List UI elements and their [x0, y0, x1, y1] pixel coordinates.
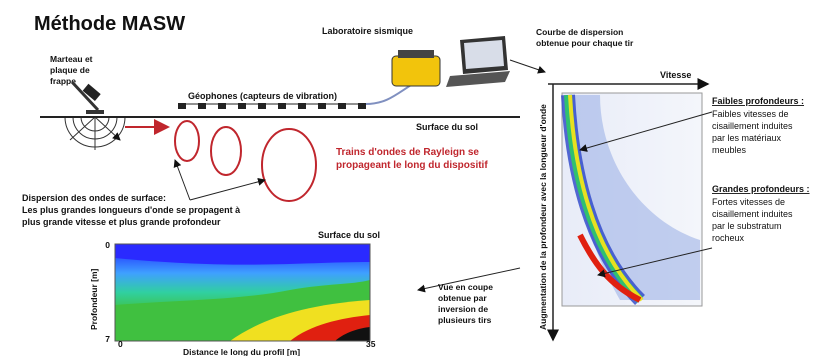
label-line: plusieurs tirs [438, 315, 492, 325]
rayleigh-waves [125, 121, 316, 201]
deep-note: Grandes profondeurs : Fortes vitesses de… [712, 184, 810, 243]
geophones-label: Géophones (capteurs de vibration) [188, 91, 337, 101]
x-tick-label: 35 [366, 339, 376, 349]
shallow-note: Faibles profondeurs : Faibles vitesses d… [712, 96, 804, 155]
section-image [115, 244, 370, 341]
dispersion-note: Dispersion des ondes de surface: Les plu… [22, 160, 265, 227]
title: Méthode MASW [34, 13, 185, 35]
note-line: rocheux [712, 233, 745, 243]
curve-label: obtenue pour chaque tir [536, 38, 634, 48]
y-tick-label: 0 [105, 240, 110, 250]
label-line: Vue en coupe [438, 282, 493, 292]
section-x-label: Distance le long du profil [m] [183, 347, 300, 356]
section-label: Vue en coupe obtenue par inversion de pl… [438, 282, 493, 325]
note-line: Fortes vitesses de [712, 197, 785, 207]
note-line: par les matériaux [712, 133, 782, 143]
rayleigh-label: Trains d'ondes de Rayleign se [336, 147, 479, 158]
note-line: par le substratum [712, 221, 782, 231]
note-line: cisaillement induites [712, 209, 793, 219]
note-line: Dispersion des ondes de surface: [22, 193, 166, 203]
label-line: inversion de [438, 304, 488, 314]
label-line: plaque de [50, 65, 90, 75]
curve-label: Courbe de dispersion [536, 27, 623, 37]
note-line: meubles [712, 145, 747, 155]
section-surface-label: Surface du sol [318, 230, 380, 240]
depth-axis-label: Augmentation de la profondeur avec la lo… [538, 104, 548, 330]
note-line: plus grande vitesse et plus grande profo… [22, 217, 221, 227]
heading: Grandes profondeurs : [712, 184, 810, 194]
label-line: obtenue par [438, 293, 487, 303]
note-line: Faibles vitesses de [712, 109, 789, 119]
label-line: Marteau et [50, 54, 93, 64]
velocity-label: Vitesse [660, 70, 691, 80]
surface-label: Surface du sol [416, 122, 478, 132]
note-line: Les plus grandes longueurs d'onde se pro… [22, 205, 241, 215]
masw-diagram: Méthode MASW Marteau et plaque de frappe… [0, 0, 821, 356]
heading: Faibles profondeurs : [712, 96, 804, 106]
note-line: cisaillement induites [712, 121, 793, 131]
x-tick-label: 0 [118, 339, 123, 349]
y-tick-label: 7 [105, 334, 110, 344]
seismograph [392, 36, 510, 87]
arrow [510, 60, 545, 72]
dispersion-image [562, 93, 702, 306]
rayleigh-label: propageant le long du dispositif [336, 160, 488, 171]
hammer-label: Marteau et plaque de frappe [50, 54, 93, 86]
section-y-label: Profondeur [m] [89, 268, 99, 330]
lab-label: Laboratoire sismique [322, 26, 413, 36]
